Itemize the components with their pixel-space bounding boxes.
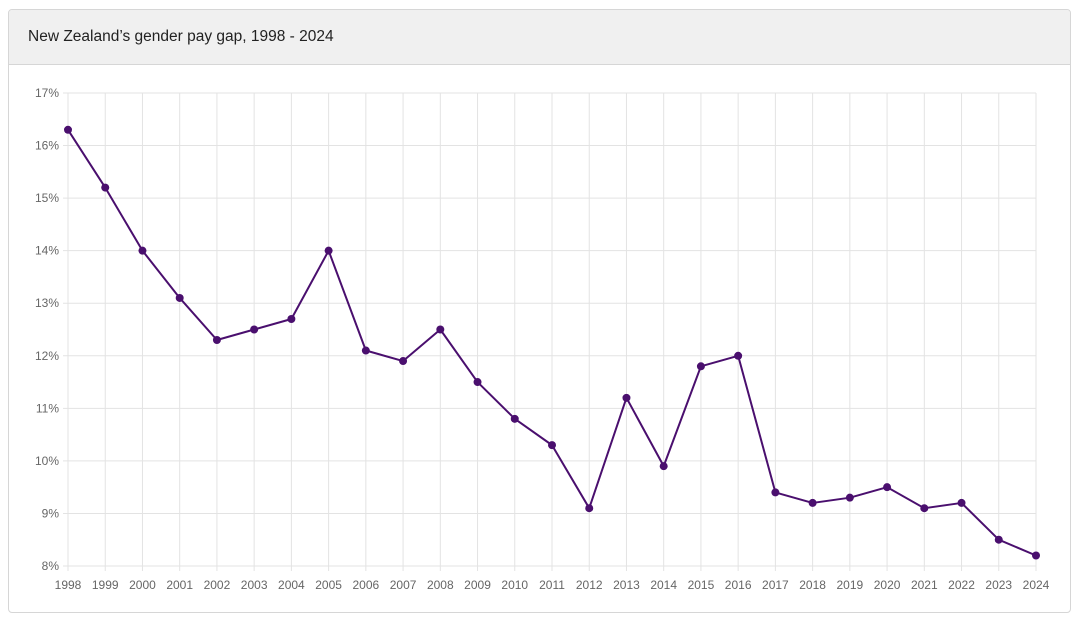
data-point[interactable] (64, 125, 72, 134)
x-tick-label: 2023 (985, 578, 1012, 592)
x-tick-label: 2015 (688, 578, 715, 592)
data-point[interactable] (808, 498, 817, 507)
x-tick-label: 2018 (799, 578, 826, 592)
data-point[interactable] (510, 414, 519, 423)
data-point[interactable] (659, 462, 668, 471)
data-point[interactable] (287, 314, 296, 323)
x-tick-label: 2002 (204, 578, 231, 592)
x-tick-label: 2012 (576, 578, 603, 592)
axes: 8% 9% 10% 11% 12% 13% 14% 15% 16% 17% 1998 1999 2000… (35, 86, 1050, 592)
data-point[interactable] (696, 362, 705, 371)
x-tick-label: 2016 (725, 578, 752, 592)
x-tick-label: 2001 (166, 578, 193, 592)
data-point[interactable] (1032, 551, 1040, 560)
y-tick-label: 8% (42, 559, 60, 573)
data-point[interactable] (175, 293, 184, 302)
data-point[interactable] (771, 488, 780, 497)
x-tick-label: 2024 (1023, 578, 1050, 592)
x-tick-label: 2009 (464, 578, 491, 592)
data-point[interactable] (994, 535, 1003, 544)
x-tick-label: 2011 (539, 578, 565, 592)
data-point[interactable] (734, 351, 743, 360)
data-point[interactable] (361, 346, 370, 355)
data-point[interactable] (399, 357, 408, 366)
data-point[interactable] (883, 483, 892, 492)
data-point[interactable] (920, 504, 929, 513)
y-tick-label: 13% (35, 296, 59, 310)
x-tick-label: 2006 (352, 578, 379, 592)
data-point[interactable] (622, 393, 631, 402)
data-point[interactable] (957, 498, 966, 507)
y-tick-label: 11% (36, 401, 59, 415)
grid-lines (63, 92, 1037, 571)
x-tick-label: 2019 (836, 578, 863, 592)
x-tick-label: 2008 (427, 578, 454, 592)
x-tick-label: 2013 (613, 578, 640, 592)
x-tick-label: 2014 (650, 578, 677, 592)
data-point[interactable] (250, 325, 259, 334)
data-points (64, 125, 1040, 560)
y-tick-label: 16% (35, 139, 59, 153)
y-tick-label: 10% (35, 454, 59, 468)
x-tick-label: 2004 (278, 578, 305, 592)
chart-title: New Zealand’s gender pay gap, 1998 - 202… (28, 28, 334, 45)
y-tick-label: 9% (42, 506, 60, 520)
data-point[interactable] (138, 246, 147, 255)
x-tick-label: 2000 (129, 578, 156, 592)
data-point[interactable] (436, 325, 445, 334)
x-tick-label: 2005 (315, 578, 342, 592)
x-tick-label: 1999 (92, 578, 119, 592)
data-point[interactable] (324, 246, 333, 255)
data-point[interactable] (101, 183, 110, 192)
data-point[interactable] (473, 378, 482, 387)
chart-card: New Zealand’s gender pay gap, 1998 - 202… (8, 9, 1071, 613)
card-header: New Zealand’s gender pay gap, 1998 - 202… (9, 10, 1070, 65)
x-tick-label: 2020 (874, 578, 901, 592)
y-tick-label: 15% (35, 191, 59, 205)
x-tick-label: 2003 (241, 578, 268, 592)
x-tick-label: 2010 (501, 578, 528, 592)
x-tick-label: 2017 (762, 578, 789, 592)
x-tick-label: 1998 (55, 578, 82, 592)
y-tick-label: 17% (35, 86, 59, 100)
y-tick-label: 12% (35, 349, 59, 363)
data-point[interactable] (212, 336, 221, 345)
data-point[interactable] (548, 441, 556, 450)
x-tick-label: 2022 (948, 578, 975, 592)
x-tick-label: 2007 (390, 578, 417, 592)
data-point[interactable] (845, 493, 854, 502)
y-tick-label: 14% (35, 244, 59, 258)
x-tick-label: 2021 (911, 578, 938, 592)
data-point[interactable] (585, 504, 594, 513)
